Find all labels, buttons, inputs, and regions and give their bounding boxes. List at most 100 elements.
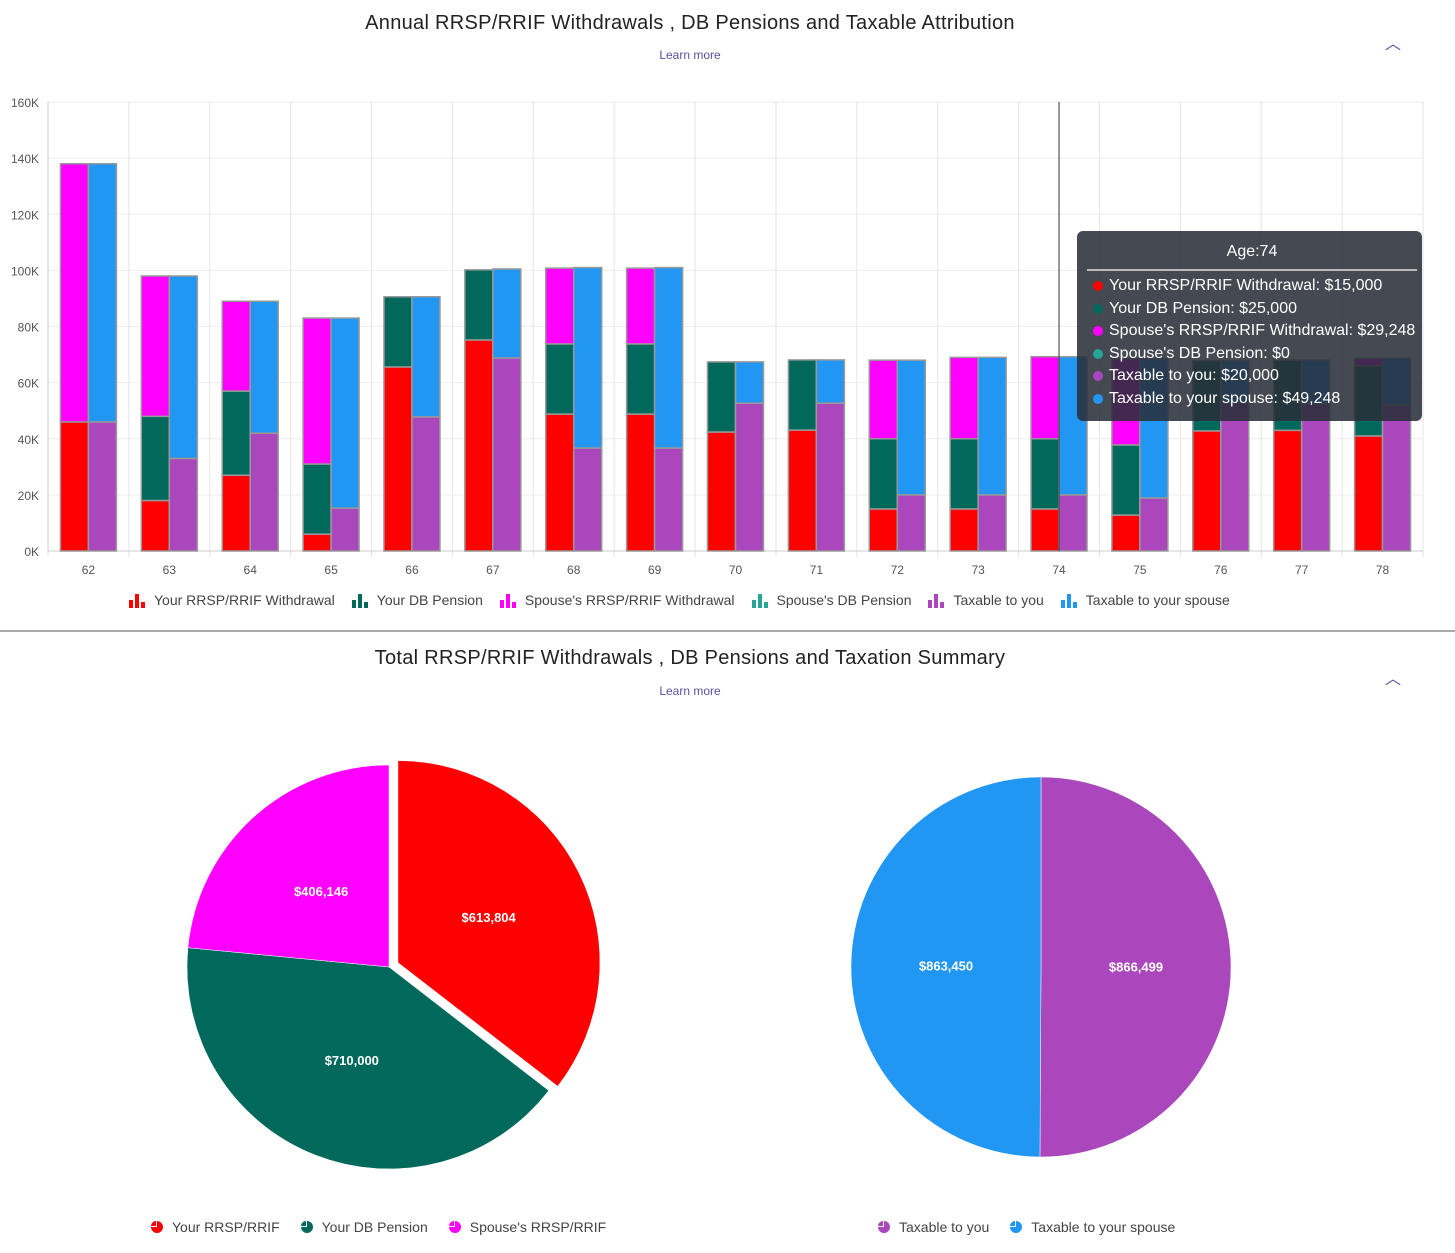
bar-segment[interactable] [411, 416, 441, 552]
bar-segment[interactable] [1030, 438, 1060, 510]
bar-segment[interactable] [492, 268, 522, 359]
bar-chart-icon [751, 594, 768, 608]
x-tick-label: 78 [1376, 563, 1390, 577]
bar-segment[interactable] [787, 359, 818, 431]
collapse-chevron-up-icon[interactable]: ︿ [1385, 36, 1402, 53]
y-tick-label: 140K [11, 152, 39, 166]
legend-item[interactable]: Spouse's RRSP/RRIF Withdrawal [499, 592, 735, 608]
legend-item[interactable]: Spouse's RRSP/RRIF [448, 1219, 607, 1235]
legend-item[interactable]: Your DB Pension [351, 592, 483, 608]
pie-slice[interactable] [186, 947, 550, 1170]
bar-segment[interactable] [492, 357, 522, 552]
legend-label: Taxable to your spouse [1085, 592, 1230, 608]
bar-chart-icon [1060, 594, 1077, 608]
bar-segment[interactable] [87, 162, 118, 423]
bar-segment[interactable] [464, 339, 494, 552]
bar-segment[interactable] [140, 415, 171, 502]
bar-segment[interactable] [221, 300, 251, 392]
bar-segment[interactable] [949, 508, 979, 552]
bar-segment[interactable] [249, 300, 279, 434]
bar-segment[interactable] [383, 366, 413, 552]
pie-slice-label: $613,804 [462, 910, 517, 925]
bar-segment[interactable] [383, 296, 413, 368]
x-tick-label: 73 [971, 563, 985, 577]
bar-segment[interactable] [977, 356, 1007, 496]
bar-segment[interactable] [1139, 497, 1169, 552]
bar-segment[interactable] [896, 494, 927, 552]
bar-segment[interactable] [949, 438, 979, 510]
collapse-chevron-up-icon-2[interactable]: ︿ [1385, 671, 1402, 688]
bar-segment[interactable] [544, 413, 575, 552]
bar-segment[interactable] [868, 438, 899, 510]
legend-item[interactable]: Taxable to your spouse [1009, 1219, 1175, 1235]
bar-segment[interactable] [1192, 430, 1222, 552]
bar-segment[interactable] [625, 267, 656, 345]
bar-segment[interactable] [544, 343, 575, 415]
bar-segment[interactable] [1272, 429, 1303, 552]
bar-segment[interactable] [572, 447, 603, 552]
bar-segment[interactable] [1381, 404, 1412, 552]
pie-slice[interactable] [1039, 776, 1232, 1158]
bar-segment[interactable] [330, 507, 360, 552]
pie-slice[interactable] [187, 764, 390, 968]
bar-segment[interactable] [302, 533, 332, 552]
bar-segment[interactable] [653, 266, 684, 449]
bar-segment[interactable] [734, 402, 765, 552]
learn-more-link[interactable]: Learn more [659, 48, 721, 62]
bar-segment[interactable] [706, 361, 737, 433]
bar-segment[interactable] [868, 508, 899, 552]
bar-segment[interactable] [140, 275, 171, 418]
bar-segment[interactable] [815, 359, 846, 404]
legend-item[interactable]: Taxable to you [927, 592, 1044, 608]
bar-segment[interactable] [1111, 514, 1141, 552]
bar-segment[interactable] [302, 463, 332, 535]
bar-segment[interactable] [464, 269, 494, 341]
pie-charts: $613,804 $710,000 $406,146 $866,499 $863,450 [186, 760, 1232, 1170]
bar-segment[interactable] [330, 317, 360, 509]
bar-segment[interactable] [168, 275, 199, 460]
bar-segment[interactable] [59, 162, 90, 423]
bar-segment[interactable] [140, 499, 171, 552]
bar-segment[interactable] [1111, 444, 1141, 516]
bar-segment[interactable] [1220, 402, 1250, 552]
legend-item[interactable]: Your RRSP/RRIF [150, 1219, 280, 1235]
bar-segment[interactable] [625, 413, 656, 552]
bar-segment[interactable] [249, 432, 279, 552]
bar-segment[interactable] [706, 431, 737, 552]
bar-segment[interactable] [1300, 402, 1331, 552]
legend-item[interactable]: Taxable to you [877, 1219, 989, 1235]
legend-item[interactable]: Taxable to your spouse [1060, 592, 1230, 608]
bar-segment[interactable] [1353, 435, 1384, 552]
bar-segment[interactable] [625, 343, 656, 415]
pie-slice[interactable] [397, 760, 601, 1087]
bar-segment[interactable] [815, 402, 846, 552]
bar-segment[interactable] [221, 474, 251, 552]
bar-segment[interactable] [87, 421, 118, 552]
y-tick-label: 120K [11, 208, 39, 222]
series-dot-icon [1093, 326, 1103, 337]
learn-more-link-2[interactable]: Learn more [659, 684, 721, 698]
pie-slice[interactable] [850, 776, 1042, 1158]
bar-segment[interactable] [544, 267, 575, 345]
bar-segment[interactable] [653, 447, 684, 552]
bar-segment[interactable] [221, 390, 251, 476]
bar-segment[interactable] [572, 266, 603, 449]
bar-segment[interactable] [1058, 494, 1088, 552]
bar-segment[interactable] [787, 429, 818, 552]
bar-segment[interactable] [896, 359, 927, 496]
bar-segment[interactable] [411, 296, 441, 418]
bar-segment[interactable] [168, 457, 199, 552]
bar-segment[interactable] [1030, 508, 1060, 552]
bar-segment[interactable] [734, 361, 765, 404]
bar-segment[interactable] [1030, 355, 1060, 440]
tooltip-row-text: Your DB Pension: $25,000 [1109, 299, 1297, 317]
bar-segment[interactable] [868, 359, 899, 440]
legend-item[interactable]: Your DB Pension [300, 1219, 428, 1235]
bar-segment[interactable] [302, 317, 332, 465]
legend-label: Spouse's RRSP/RRIF [469, 1219, 607, 1235]
legend-item[interactable]: Spouse's DB Pension [751, 592, 911, 608]
bar-segment[interactable] [977, 494, 1007, 552]
bar-segment[interactable] [59, 421, 90, 552]
bar-segment[interactable] [949, 356, 979, 440]
legend-item[interactable]: Your RRSP/RRIF Withdrawal [128, 592, 335, 608]
